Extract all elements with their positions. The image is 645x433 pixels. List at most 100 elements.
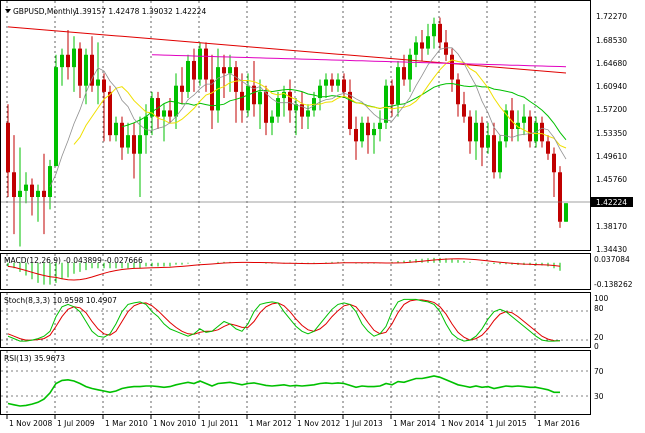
candle	[420, 30, 424, 61]
candle-body	[408, 54, 412, 80]
candle	[504, 104, 508, 148]
candle-body	[114, 122, 118, 136]
candle-body	[444, 42, 448, 55]
candle-body	[456, 79, 460, 105]
candle	[474, 110, 478, 160]
macd-axis: 0.037084 -0.138262	[594, 255, 633, 289]
candle-body	[84, 54, 88, 86]
ma-yellow-line	[73, 59, 567, 149]
candle-body	[324, 79, 328, 86]
time-axis: 1 Nov 2008 1 Jul 2009 1 Mar 2010 1 Nov 2010…	[6, 415, 580, 428]
candle-body	[558, 172, 562, 222]
dropdown-triangle-icon[interactable]	[5, 9, 11, 13]
candle	[306, 104, 310, 129]
candle-body	[120, 122, 124, 148]
candle-body	[420, 42, 424, 49]
candle-body	[498, 141, 502, 173]
ma-gray-line	[49, 47, 567, 188]
candle-body	[300, 104, 304, 117]
candle-body	[480, 122, 484, 148]
candle	[114, 116, 118, 142]
candle-body	[522, 116, 526, 123]
candle-body	[426, 36, 430, 49]
candle-body	[54, 67, 58, 167]
price-tick: 1.45760	[596, 175, 627, 184]
candle	[48, 159, 52, 210]
time-label: 1 Nov 2012	[297, 419, 340, 428]
main-price-panel[interactable]	[0, 0, 591, 251]
candle-body	[372, 128, 376, 136]
candle	[510, 98, 514, 142]
macd-panel[interactable]	[0, 253, 591, 290]
candle-body	[354, 128, 358, 142]
candle	[348, 79, 352, 136]
indicators	[7, 257, 561, 407]
candle	[126, 122, 130, 154]
candle	[264, 85, 268, 136]
candle	[444, 30, 448, 61]
price-tick: 1.53350	[596, 129, 627, 138]
candle	[462, 91, 466, 123]
candle-body	[174, 85, 178, 117]
candle	[330, 73, 334, 92]
candle	[198, 42, 202, 86]
candle	[408, 48, 412, 92]
candle	[138, 116, 142, 198]
candle-body	[552, 153, 556, 173]
candle-body	[144, 116, 148, 136]
candle	[270, 110, 274, 136]
candle-body	[252, 85, 256, 105]
candle	[180, 67, 184, 105]
candle-body	[186, 60, 190, 92]
ma-green-line	[121, 82, 567, 141]
stoch-tick: 20	[594, 333, 604, 342]
price-tick: 1.38170	[596, 222, 627, 231]
symbol-title: GBPUSD,Monthly	[13, 7, 77, 16]
candle	[60, 48, 64, 86]
macd-title: MACD(12,26,9) -0.043899 -0.027666	[4, 256, 143, 265]
candle	[468, 110, 472, 154]
candle	[66, 30, 70, 80]
candle	[288, 79, 292, 123]
candle	[30, 178, 34, 216]
candle-body	[504, 110, 508, 142]
stoch-main-line	[7, 298, 561, 342]
candle	[480, 116, 484, 167]
chart-frames	[0, 0, 591, 415]
time-label: 1 Mar 2012	[249, 419, 292, 428]
time-label: 1 Jul 2013	[345, 419, 383, 428]
stoch-panel[interactable]	[0, 292, 591, 348]
candle-body	[96, 79, 100, 86]
candle-body	[30, 184, 34, 198]
candle	[186, 54, 190, 99]
candle	[336, 73, 340, 92]
candle-body	[396, 67, 400, 105]
price-candles	[6, 17, 568, 247]
stoch-axis: 100 80 20 0	[594, 294, 609, 351]
candle	[540, 116, 544, 148]
candle	[390, 79, 394, 117]
candle	[78, 42, 82, 99]
candle	[300, 91, 304, 129]
candle	[276, 91, 280, 123]
candle	[456, 73, 460, 117]
rsi-panel[interactable]	[0, 350, 591, 415]
candle-body	[222, 67, 226, 74]
time-label: 1 Nov 2008	[9, 419, 52, 428]
candle-body	[258, 91, 262, 105]
candle	[432, 17, 436, 49]
candle-body	[318, 85, 322, 99]
candle	[294, 98, 298, 136]
stoch-tick: 80	[594, 304, 604, 313]
candle	[426, 23, 430, 55]
candle-body	[42, 190, 46, 198]
candle	[156, 91, 160, 129]
candle-body	[108, 91, 112, 136]
candle-body	[360, 122, 364, 142]
candle	[546, 135, 550, 160]
candle-body	[330, 79, 334, 86]
current-price-label: 1.42224	[596, 198, 627, 207]
candle-body	[156, 98, 160, 117]
candle-body	[402, 67, 406, 80]
